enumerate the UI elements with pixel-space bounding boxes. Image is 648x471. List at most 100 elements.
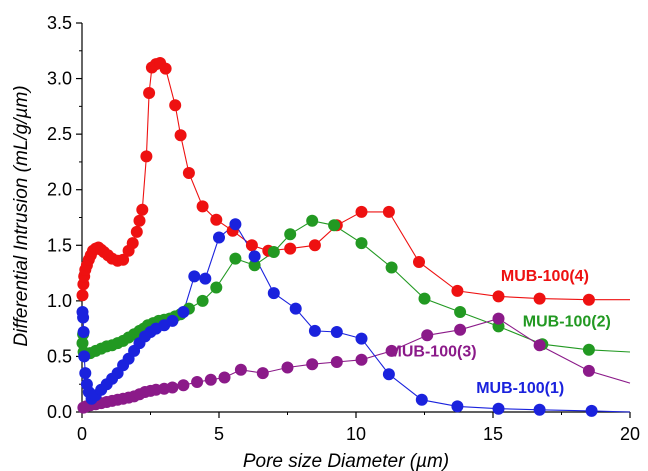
data-point xyxy=(418,292,431,305)
data-point xyxy=(284,228,297,241)
data-point xyxy=(188,270,201,283)
data-point xyxy=(229,218,242,231)
data-point xyxy=(267,287,280,300)
data-point xyxy=(133,214,146,227)
data-point xyxy=(385,344,398,357)
data-point xyxy=(492,402,505,415)
data-point xyxy=(355,205,368,218)
data-point xyxy=(191,376,204,388)
data-point xyxy=(136,203,149,216)
data-point xyxy=(421,329,434,342)
data-point xyxy=(159,62,172,75)
data-point xyxy=(117,253,130,266)
data-point xyxy=(382,205,395,218)
data-point xyxy=(234,363,247,376)
y-axis-title: Differential Intrusion (mL/g/µm) xyxy=(11,85,32,346)
y-tick-label: 1.5 xyxy=(47,235,72,255)
data-point xyxy=(451,400,464,413)
y-tick-label: 2.5 xyxy=(47,124,72,144)
data-point xyxy=(585,404,598,417)
y-tick-label: 1.0 xyxy=(47,291,72,311)
data-point xyxy=(76,289,89,302)
x-tick-label: 20 xyxy=(620,424,640,444)
y-tick-label: 0.0 xyxy=(47,402,72,422)
data-point xyxy=(533,339,546,352)
series-line-mub-100-4 xyxy=(81,62,630,301)
data-point xyxy=(210,281,223,294)
y-tick-label: 3.0 xyxy=(47,69,72,89)
data-point xyxy=(248,250,261,263)
data-point xyxy=(385,261,398,274)
data-point xyxy=(166,314,179,327)
x-axis-title: Pore size Diameter (µm) xyxy=(243,451,449,471)
data-point xyxy=(308,239,321,252)
data-point xyxy=(355,332,368,345)
series-label-mub-100-2: MUB-100(2) xyxy=(523,313,611,330)
data-point xyxy=(492,312,505,325)
y-tick-label: 0.5 xyxy=(47,346,72,366)
data-point xyxy=(582,293,595,306)
x-tick-label: 0 xyxy=(77,424,87,444)
data-point xyxy=(218,371,231,384)
data-point xyxy=(330,326,343,338)
data-point xyxy=(143,87,156,99)
data-point xyxy=(308,324,321,337)
data-point xyxy=(177,306,190,318)
data-point xyxy=(77,311,90,324)
data-point xyxy=(413,256,425,268)
series-markers-mub-100-1 xyxy=(76,218,598,417)
data-point xyxy=(140,150,153,163)
data-point xyxy=(582,364,595,377)
data-point xyxy=(582,343,595,356)
data-point xyxy=(355,237,368,250)
series-layer xyxy=(76,57,631,417)
data-point xyxy=(182,167,195,179)
data-point xyxy=(79,367,92,380)
data-point xyxy=(210,213,223,226)
y-tick-label: 3.5 xyxy=(47,13,72,33)
data-point xyxy=(196,200,209,213)
series-markers-mub-100-2 xyxy=(76,214,595,361)
data-point xyxy=(306,214,319,227)
data-point xyxy=(267,246,280,258)
data-point xyxy=(256,367,269,380)
data-point xyxy=(415,393,428,406)
series-label-mub-100-1: MUB-100(1) xyxy=(476,380,564,397)
series-label-mub-100-4: MUB-100(4) xyxy=(501,268,589,285)
data-point xyxy=(174,129,187,142)
series-label-mub-100-3: MUB-100(3) xyxy=(389,343,477,360)
data-point xyxy=(76,337,89,350)
data-point xyxy=(245,239,258,252)
data-point xyxy=(454,306,467,318)
data-point xyxy=(328,219,341,232)
data-point xyxy=(284,242,297,255)
x-tick-label: 15 xyxy=(483,424,503,444)
data-point xyxy=(229,252,242,265)
data-point xyxy=(166,381,179,394)
label-layer: MUB-100(4) MUB-100(2) MUB-100(3) MUB-100(1) xyxy=(389,268,611,397)
series-markers-mub-100-4 xyxy=(76,57,595,306)
series-markers-mub-100-3 xyxy=(77,312,595,414)
data-point xyxy=(126,237,139,250)
x-tick-label: 10 xyxy=(346,424,366,444)
data-point xyxy=(78,350,91,363)
data-point xyxy=(77,326,90,338)
data-point xyxy=(130,225,143,238)
data-point xyxy=(196,294,209,307)
x-tick-label: 5 xyxy=(214,424,224,444)
data-point xyxy=(330,356,343,368)
data-point xyxy=(213,231,225,244)
data-point xyxy=(355,353,368,366)
data-point xyxy=(169,99,182,112)
data-point xyxy=(177,379,190,392)
data-point xyxy=(492,290,505,303)
data-point xyxy=(199,272,212,285)
data-point xyxy=(454,323,467,336)
data-point xyxy=(289,302,302,315)
data-point xyxy=(204,373,217,386)
data-point xyxy=(451,284,464,297)
y-tick-label: 2.0 xyxy=(47,180,72,200)
data-point xyxy=(533,403,546,416)
data-point xyxy=(382,368,395,381)
